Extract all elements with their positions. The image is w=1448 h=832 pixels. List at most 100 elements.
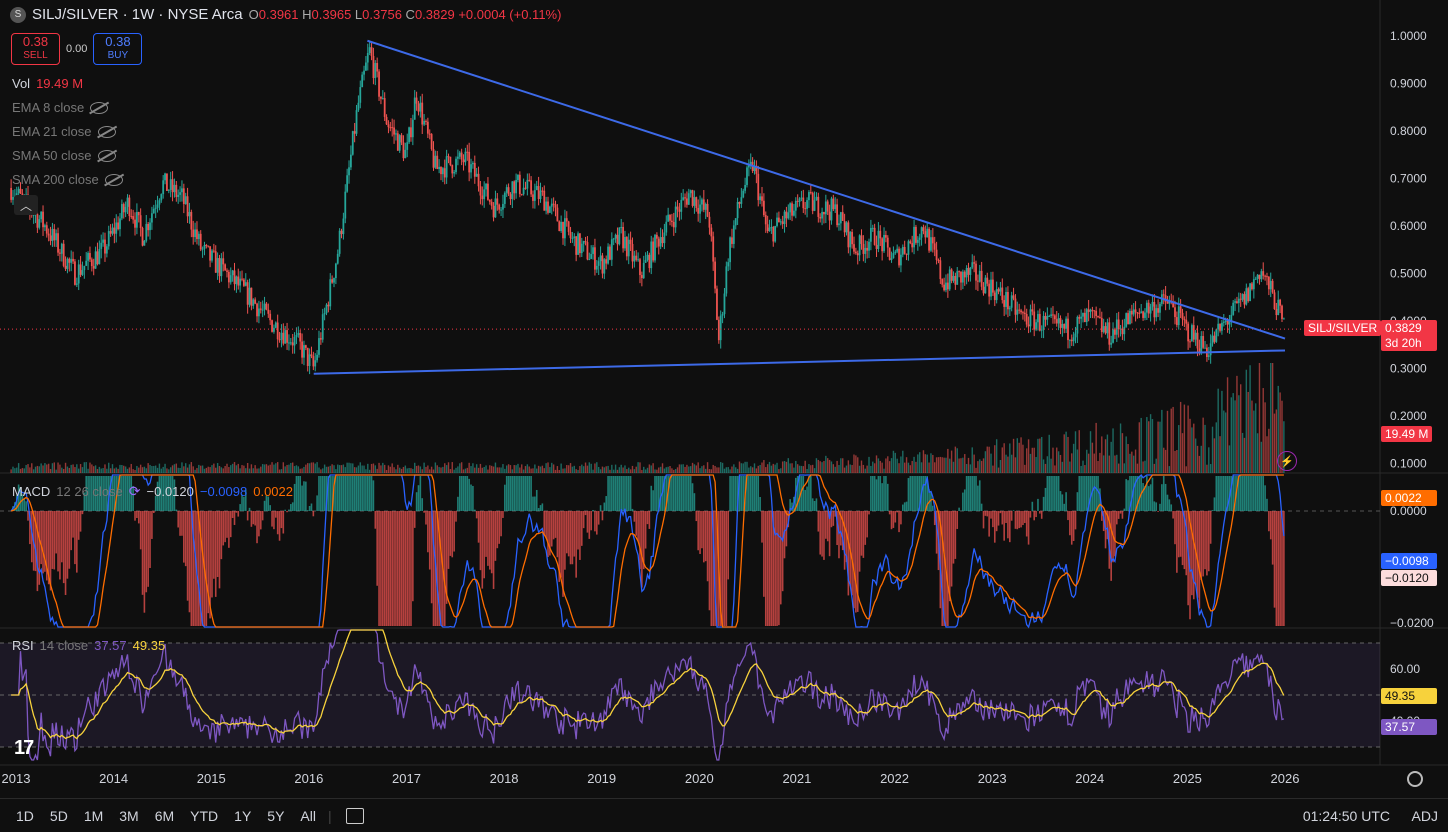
candle-body [1078, 317, 1080, 319]
sma50-legend[interactable]: SMA 50 close [12, 148, 116, 163]
buy-button[interactable]: 0.38 BUY [93, 33, 142, 65]
macd-hist-bar [480, 511, 482, 570]
macd-hist-bar [1199, 511, 1201, 608]
eye-hidden-icon[interactable] [98, 126, 116, 138]
macd-hist-bar [564, 511, 566, 570]
rsi-legend[interactable]: RSI 14 close 37.57 49.35 [12, 638, 165, 653]
candle-body [742, 191, 744, 197]
macd-hist-bar [303, 481, 305, 511]
volume-legend[interactable]: Vol 19.49 M [12, 76, 83, 91]
candle-body [840, 212, 842, 223]
toolbar-divider: | [328, 808, 332, 824]
eye-hidden-icon[interactable] [98, 150, 116, 162]
candle-body [712, 236, 714, 261]
macd-hist-bar [619, 476, 621, 511]
candle-body [205, 245, 207, 246]
volume-bar [731, 467, 732, 473]
sma200-legend[interactable]: SMA 200 close [12, 172, 123, 187]
candle-body [277, 323, 279, 340]
candle-body [301, 342, 303, 358]
timeframe-ytd[interactable]: YTD [182, 808, 226, 824]
candle-body [975, 264, 977, 281]
volume-bar [226, 464, 227, 473]
macd-hist-bar [254, 511, 256, 526]
volume-bar [78, 469, 79, 473]
volume-bar [238, 464, 239, 473]
candle-body [909, 241, 911, 243]
volume-bar [500, 467, 501, 473]
gear-icon[interactable] [1407, 771, 1423, 787]
sell-button[interactable]: 0.38 SELL [11, 33, 60, 65]
chart-canvas[interactable]: 1.00000.90000.80000.70000.60000.50000.40… [0, 0, 1448, 798]
volume-bar [808, 464, 809, 473]
volume-bar [722, 463, 723, 473]
clock-readout[interactable]: 01:24:50 UTC [1303, 808, 1390, 824]
calendar-icon[interactable] [346, 808, 364, 824]
volume-bar [1216, 422, 1217, 473]
collapse-legend-button[interactable]: ︿ [14, 195, 38, 215]
adjust-button[interactable]: ADJ [1412, 808, 1438, 824]
candle-body [89, 253, 91, 259]
volume-bar [716, 467, 717, 473]
macd-legend[interactable]: MACD 12 26 close ⟳ −0.0120 −0.0098 0.002… [12, 483, 293, 500]
volume-bar [673, 470, 674, 473]
volume-bar [116, 467, 117, 473]
candle-body [973, 262, 975, 263]
macd-hist-bar [891, 511, 893, 529]
macd-hist-bar [692, 483, 694, 511]
volume-bar [316, 462, 317, 473]
candle-body [211, 251, 213, 261]
volume-bar [303, 467, 304, 473]
ema21-legend[interactable]: EMA 21 close [12, 124, 116, 139]
candle-body [716, 289, 718, 320]
candle-body [275, 323, 277, 328]
volume-bar [450, 469, 451, 473]
macd-hist-bar [294, 484, 296, 511]
candle-body [474, 163, 476, 177]
ema8-legend[interactable]: EMA 8 close [12, 100, 108, 115]
candle-body [181, 188, 183, 192]
eye-hidden-icon[interactable] [105, 174, 123, 186]
sync-icon[interactable]: ⟳ [129, 483, 141, 500]
candle-body [256, 304, 258, 317]
candle-body [1144, 313, 1146, 318]
timeframe-3m[interactable]: 3M [111, 808, 146, 824]
lightning-icon[interactable]: ⚡ [1277, 451, 1297, 471]
macd-hist-bar [878, 476, 880, 511]
candle-body [106, 246, 108, 253]
volume-bar [842, 458, 843, 473]
macd-hist-bar [587, 511, 589, 533]
timeframe-1m[interactable]: 1M [76, 808, 111, 824]
chart-title[interactable]: SILJ/SILVER · 1W · NYSE Arca [32, 6, 243, 23]
candle-body [376, 63, 378, 72]
macd-hist-bar [140, 511, 142, 549]
eye-hidden-icon[interactable] [90, 102, 108, 114]
volume-bar [519, 468, 520, 473]
macd-hist-bar [301, 486, 303, 511]
candle-body [519, 175, 521, 194]
candle-body [371, 47, 373, 56]
macd-hist-bar [329, 476, 331, 511]
volume-bar [1022, 445, 1023, 473]
volume-bar [187, 468, 188, 473]
timeframe-1d[interactable]: 1D [8, 808, 42, 824]
candle-body [641, 275, 643, 278]
candle-body [384, 98, 386, 117]
macd-hist-bar [560, 511, 562, 578]
macd-hist-bar [1279, 511, 1281, 626]
candle-body [489, 200, 491, 202]
macd-hist-bar [688, 476, 690, 511]
volume-bar [598, 467, 599, 473]
timeframe-6m[interactable]: 6M [147, 808, 182, 824]
macd-hist-bar [872, 476, 874, 511]
timeframe-1y[interactable]: 1Y [226, 808, 259, 824]
candle-body [478, 174, 480, 186]
candle-body [1264, 276, 1266, 277]
volume-bar [953, 462, 954, 473]
timeframe-5d[interactable]: 5D [42, 808, 76, 824]
timeframe-5y[interactable]: 5Y [259, 808, 292, 824]
timeframe-all[interactable]: All [292, 808, 324, 824]
macd-hist-bar [827, 511, 829, 541]
candle-body [1024, 313, 1026, 314]
volume-bar [59, 465, 60, 473]
